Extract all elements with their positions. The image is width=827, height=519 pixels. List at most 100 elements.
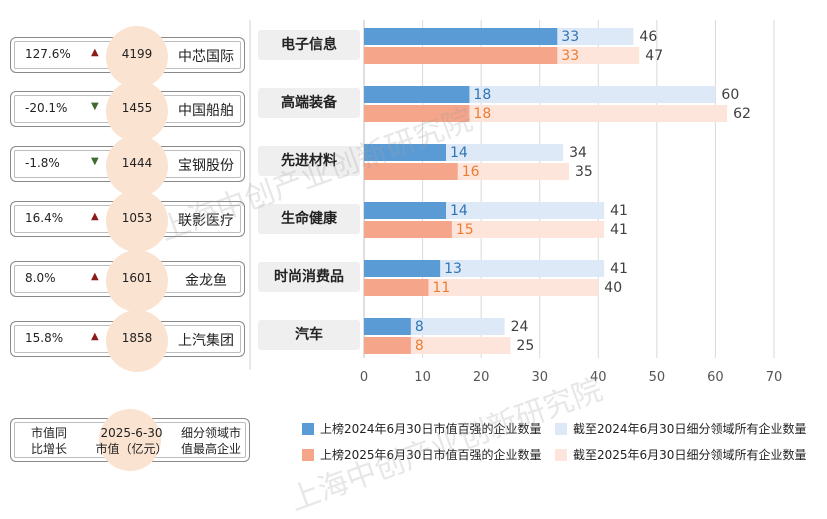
data-label: 16 xyxy=(462,164,480,180)
market-value: 1455 xyxy=(121,101,153,115)
legend-item: 截至2024年6月30日细分领域所有企业数量 xyxy=(555,420,806,437)
value-circle xyxy=(106,26,168,88)
x-tick-label: 10 xyxy=(414,370,431,385)
growth-rate: -1.8% xyxy=(25,156,60,170)
company-card: 15.8% ▲ 1858 上汽集团 xyxy=(10,310,245,372)
legend-swatch xyxy=(302,422,314,435)
company-card: 127.6% ▲ 4199 中芯国际 xyxy=(10,26,245,88)
up-arrow-icon: ▲ xyxy=(91,47,99,58)
data-label: 18 xyxy=(473,87,491,103)
growth-rate: 127.6% xyxy=(25,47,71,61)
down-arrow-icon: ▼ xyxy=(91,156,99,167)
company-card: 16.4% ▲ 1053 联影医疗 xyxy=(10,190,245,252)
data-label: 47 xyxy=(645,48,663,64)
data-label: 11 xyxy=(432,280,450,296)
company-name: 联影医疗 xyxy=(178,213,234,229)
legend-label: 截至2024年6月30日细分领域所有企业数量 xyxy=(573,422,807,436)
data-label: 46 xyxy=(639,29,657,45)
data-label: 14 xyxy=(450,145,468,161)
category-label: 电子信息 xyxy=(258,30,360,60)
data-label: 41 xyxy=(610,222,628,238)
company-name: 中国船舶 xyxy=(178,103,234,119)
company-name: 宝钢股份 xyxy=(178,158,234,174)
card-legend-box: 市值同 比增长 2025-6-30 市值（亿元） 细分领域市 值最高企业 xyxy=(10,409,250,471)
company-name: 中芯国际 xyxy=(178,49,234,65)
up-arrow-icon: ▲ xyxy=(91,271,99,282)
up-arrow-icon: ▲ xyxy=(91,331,99,342)
growth-rate: 16.4% xyxy=(25,211,64,225)
bar-top100-2024 xyxy=(364,202,446,219)
x-tick-label: 50 xyxy=(649,370,666,385)
data-label: 14 xyxy=(450,203,468,219)
market-value: 1444 xyxy=(121,156,153,170)
bar-top100-2024 xyxy=(364,260,441,277)
value-circle xyxy=(106,80,168,142)
value-circle xyxy=(106,250,168,312)
data-label: 41 xyxy=(610,203,628,219)
x-tick-label: 0 xyxy=(360,370,368,385)
x-tick-label: 30 xyxy=(531,370,548,385)
data-label: 24 xyxy=(511,319,529,335)
bar-top100-2024 xyxy=(364,28,558,45)
value-circle xyxy=(106,190,168,252)
x-tick-label: 60 xyxy=(707,370,724,385)
up-arrow-icon: ▲ xyxy=(91,211,99,222)
category-label: 高端装备 xyxy=(258,88,360,118)
data-label: 8 xyxy=(415,319,424,335)
data-label: 62 xyxy=(733,106,751,122)
category-label: 时尚消费品 xyxy=(258,262,360,292)
legend-swatch xyxy=(555,448,567,461)
legend-item: 上榜2025年6月30日市值百强的企业数量 xyxy=(302,446,541,463)
data-label: 41 xyxy=(610,261,628,277)
market-value: 4199 xyxy=(121,47,153,61)
value-circle xyxy=(106,135,168,197)
x-tick-label: 70 xyxy=(766,370,783,385)
category-label: 生命健康 xyxy=(258,204,360,234)
data-label: 33 xyxy=(561,29,579,45)
legend-label: 上榜2024年6月30日市值百强的企业数量 xyxy=(320,422,542,436)
data-label: 25 xyxy=(516,338,534,354)
bar-top100-2024 xyxy=(364,144,446,161)
x-tick-label: 20 xyxy=(473,370,490,385)
company-name: 金龙鱼 xyxy=(185,273,227,289)
data-label: 34 xyxy=(569,145,587,161)
category-label: 汽车 xyxy=(258,320,360,350)
bar-top100-2024 xyxy=(364,318,411,335)
data-label: 33 xyxy=(561,48,579,64)
date-value-label: 2025-6-30 市值（亿元） xyxy=(95,426,168,456)
x-tick-label: 40 xyxy=(590,370,607,385)
bar-top100-2025 xyxy=(364,279,429,296)
bar-chart: 0 10 20 30 40 50 60 70 33 46 33 47 18 60 18 62 14 34 16 35 1… xyxy=(249,20,783,385)
bar-top100-2025 xyxy=(364,105,470,122)
data-label: 60 xyxy=(721,87,739,103)
legend-item: 上榜2024年6月30日市值百强的企业数量 xyxy=(302,420,541,437)
bar-top100-2025 xyxy=(364,163,458,180)
value-circle xyxy=(106,310,168,372)
legend-swatch xyxy=(302,448,314,461)
data-label: 8 xyxy=(415,338,424,354)
data-label: 13 xyxy=(444,261,462,277)
company-card: 8.0% ▲ 1601 金龙鱼 xyxy=(10,250,245,312)
bar-top100-2025 xyxy=(364,47,558,64)
data-label: 18 xyxy=(473,106,491,122)
data-label: 15 xyxy=(456,222,474,238)
market-value: 1858 xyxy=(121,331,153,345)
bar-top100-2025 xyxy=(364,337,411,354)
company-card: -1.8% ▼ 1444 宝钢股份 xyxy=(10,135,245,197)
market-value: 1053 xyxy=(121,211,153,225)
company-card: -20.1% ▼ 1455 中国船舶 xyxy=(10,80,245,142)
legend-swatch xyxy=(555,422,567,435)
company-label: 细分领域市 值最高企业 xyxy=(180,426,241,456)
down-arrow-icon: ▼ xyxy=(91,101,99,112)
growth-rate: 15.8% xyxy=(25,331,64,345)
growth-rate: 8.0% xyxy=(25,271,56,285)
legend-label: 截至2025年6月30日细分领域所有企业数量 xyxy=(573,448,807,462)
bar-top100-2024 xyxy=(364,86,470,103)
growth-label: 市值同 比增长 xyxy=(30,426,67,456)
category-label: 先进材料 xyxy=(258,146,360,176)
growth-rate: -20.1% xyxy=(25,101,68,115)
value-circle xyxy=(99,409,161,471)
legend-label: 上榜2025年6月30日市值百强的企业数量 xyxy=(320,448,542,462)
legend-item: 截至2025年6月30日细分领域所有企业数量 xyxy=(555,446,806,463)
data-label: 40 xyxy=(604,280,622,296)
